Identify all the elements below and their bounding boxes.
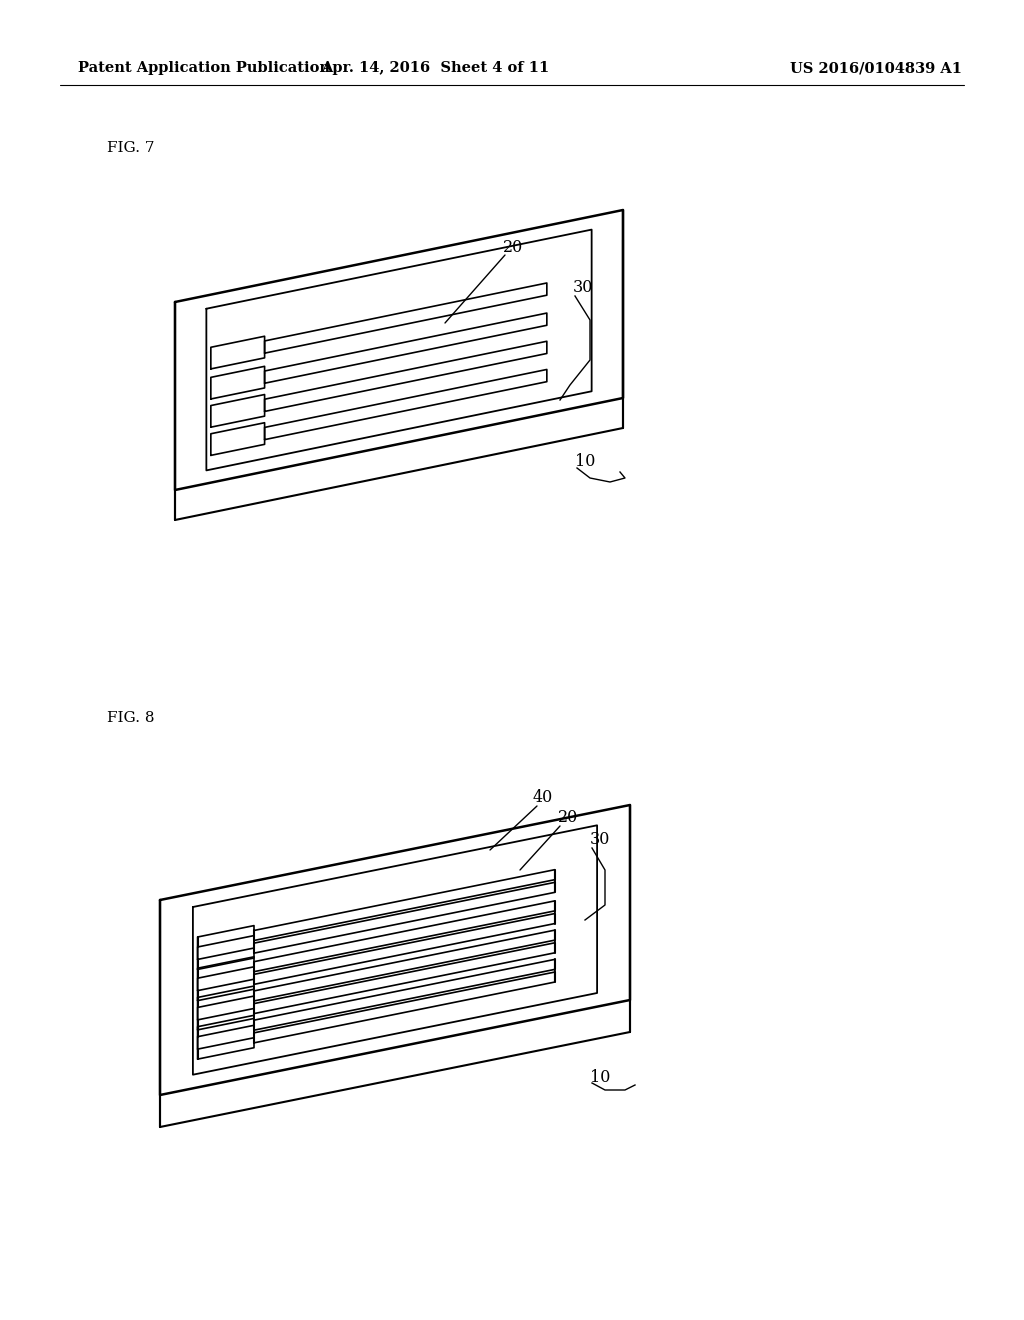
Text: Patent Application Publication: Patent Application Publication	[78, 61, 330, 75]
Text: 20: 20	[503, 239, 523, 256]
Text: 30: 30	[573, 280, 593, 297]
Text: Apr. 14, 2016  Sheet 4 of 11: Apr. 14, 2016 Sheet 4 of 11	[321, 61, 549, 75]
Text: 10: 10	[590, 1069, 610, 1086]
Text: 20: 20	[558, 809, 579, 826]
Text: FIG. 7: FIG. 7	[106, 141, 155, 154]
Text: US 2016/0104839 A1: US 2016/0104839 A1	[790, 61, 962, 75]
Text: 10: 10	[575, 454, 595, 470]
Text: 30: 30	[590, 832, 610, 849]
Text: FIG. 8: FIG. 8	[106, 711, 155, 725]
Text: 40: 40	[534, 789, 553, 807]
